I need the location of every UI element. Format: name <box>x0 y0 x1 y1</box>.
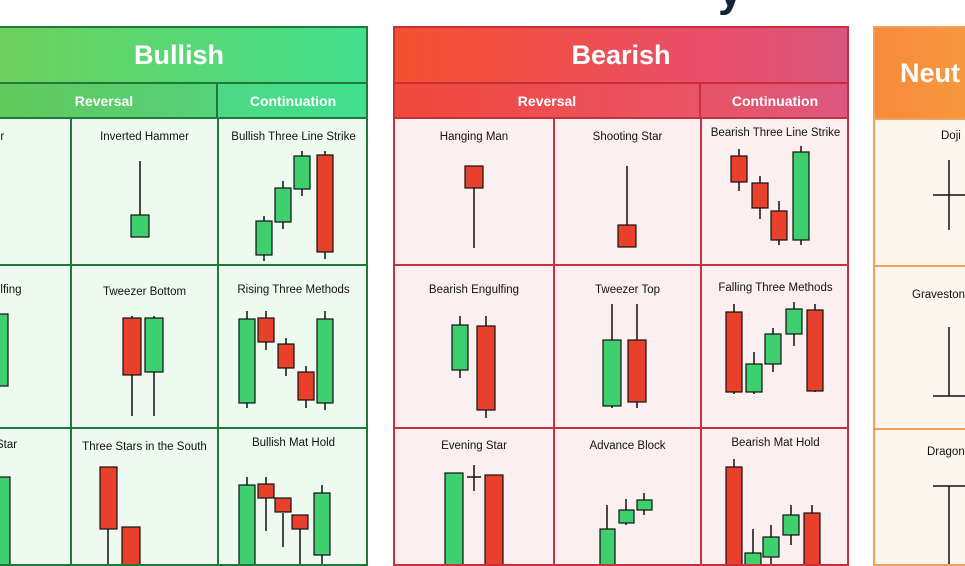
pattern-cell-rising-three-methods: Rising Three Methods <box>219 266 366 427</box>
candle-gravestone-doji <box>933 327 965 397</box>
page-heading-fragment: y <box>718 0 742 14</box>
pattern-cell-bearish-three-line-strike: Bearish Three Line Strike <box>702 121 847 264</box>
candle-doji <box>933 160 965 230</box>
bearish-title: Bearish <box>395 28 847 84</box>
candles-falling-three-methods <box>725 302 824 394</box>
pattern-cell-three-stars-in-the-south: Three Stars in the South <box>72 429 217 564</box>
candles-bearish-mat-hold <box>725 459 821 564</box>
pattern-cell-shooting-star: Shooting Star <box>555 121 700 264</box>
pattern-label: Bearish Engulfing <box>428 284 520 296</box>
neutral-panel: Neut Doji Gravestone Dragonf <box>873 26 965 566</box>
candles-bearish-engulfing <box>451 316 496 418</box>
candles-evening-star <box>444 465 504 564</box>
candle-bullish-engulfing <box>0 313 9 387</box>
pattern-label: Falling Three Methods <box>718 282 833 294</box>
pattern-label: Bullish Three Line Strike <box>231 131 356 143</box>
candles-bullish-three-line-strike <box>255 151 334 261</box>
bullish-panel: Bullish Reversal Continuation er Inverte… <box>0 26 368 566</box>
bearish-reversal-header: Reversal <box>395 84 701 119</box>
candles-bearish-three-line-strike <box>730 146 810 245</box>
pattern-label: Rising Three Methods <box>237 284 350 296</box>
pattern-label: Bullish Mat Hold <box>251 437 336 449</box>
candles-bullish-mat-hold <box>238 477 331 564</box>
pattern-label: Evening Star <box>441 440 507 452</box>
bearish-panel: Bearish Reversal Continuation Hanging Ma… <box>393 26 849 566</box>
pattern-cell-advance-block: Advance Block <box>555 429 700 564</box>
candle-inverted-hammer <box>130 161 150 238</box>
pattern-label: er <box>0 131 5 143</box>
bearish-continuation-header: Continuation <box>701 84 847 119</box>
pattern-label: Advance Block <box>589 440 666 452</box>
pattern-label: Tweezer Top <box>595 284 660 296</box>
pattern-label: Star <box>0 439 18 451</box>
bullish-reversal-header: Reversal <box>0 84 218 119</box>
pattern-cell-hammer: er <box>0 121 70 264</box>
pattern-cell-morning-star: Star <box>0 429 70 564</box>
pattern-cell-bullish-mat-hold: Bullish Mat Hold <box>219 429 366 564</box>
pattern-label: ulfing <box>0 284 22 296</box>
pattern-cell-evening-star: Evening Star <box>395 429 553 564</box>
pattern-cell-hanging-man: Hanging Man <box>395 121 553 264</box>
candle-shooting-star <box>617 166 637 248</box>
pattern-cell-dragonfly-doji: Dragonf <box>875 430 965 564</box>
pattern-label: Inverted Hammer <box>100 131 189 143</box>
candles-advance-block <box>599 493 653 564</box>
candles-tweezer-bottom <box>122 316 164 416</box>
candle-hanging-man <box>464 165 484 248</box>
pattern-label: Bearish Mat Hold <box>731 437 820 449</box>
pattern-cell-falling-three-methods: Falling Three Methods <box>702 266 847 427</box>
candles-rising-three-methods <box>238 311 334 410</box>
bullish-title: Bullish <box>0 28 366 84</box>
pattern-label: Tweezer Bottom <box>102 286 187 298</box>
candles-three-stars-in-the-south <box>99 466 141 564</box>
pattern-cell-tweezer-top: Tweezer Top <box>555 266 700 427</box>
neutral-title: Neut <box>875 28 965 120</box>
pattern-cell-bearish-engulfing: Bearish Engulfing <box>395 266 553 427</box>
pattern-cell-tweezer-bottom: Tweezer Bottom <box>72 266 217 427</box>
pattern-cell-inverted-hammer: Inverted Hammer <box>72 121 217 264</box>
pattern-cell-doji: Doji <box>875 120 965 265</box>
pattern-label: Dragonf <box>927 446 965 458</box>
pattern-cell-gravestone-doji: Gravestone <box>875 267 965 428</box>
pattern-label: Bearish Three Line Strike <box>710 127 841 139</box>
candle-morning-star <box>0 476 11 564</box>
pattern-label: Gravestone <box>912 289 965 301</box>
pattern-cell-bullish-engulfing: ulfing <box>0 266 70 427</box>
pattern-cell-bullish-three-line-strike: Bullish Three Line Strike <box>219 121 366 264</box>
bullish-continuation-header: Continuation <box>218 84 366 119</box>
candle-dragonfly-doji <box>933 485 965 564</box>
pattern-label: Three Stars in the South <box>82 441 207 453</box>
pattern-cell-bearish-mat-hold: Bearish Mat Hold <box>702 429 847 564</box>
pattern-label: Shooting Star <box>592 131 663 143</box>
pattern-label: Doji <box>941 130 961 142</box>
candles-tweezer-top <box>602 304 647 408</box>
pattern-label: Hanging Man <box>439 131 509 143</box>
